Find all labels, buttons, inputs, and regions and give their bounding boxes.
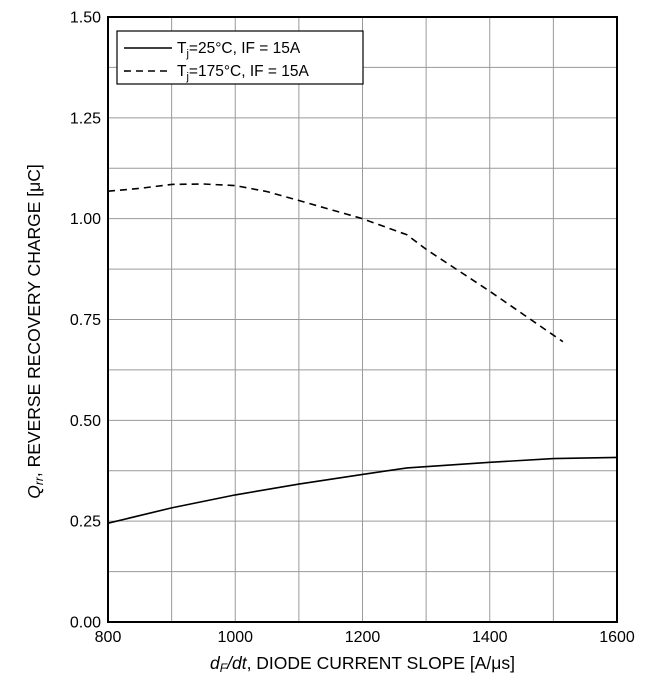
legend-box [116,30,364,85]
x-tick-label: 1000 [217,629,253,646]
legend-entry-25c: Tj=25°C, IF = 15A [177,40,301,60]
y-tick-label: 1.00 [70,211,101,228]
plot-frame [107,16,618,623]
y-tick-label: 0.25 [70,514,101,531]
x-tick-label: 800 [95,629,122,646]
y-tick-label: 0.00 [70,615,101,632]
y-tick-label: 1.50 [70,10,101,27]
series-line-solid [107,456,618,524]
y-axis-label: Qrr, REVERSE RECOVERY CHARGE [μC] [24,164,46,498]
x-tick-label: 1400 [472,629,508,646]
x-tick-label: 1600 [599,629,635,646]
y-tick-label: 0.50 [70,413,101,430]
tick-labels: 0.00 0.25 0.50 0.75 1.00 1.25 1.50 800 1000 1200 1… [70,10,635,647]
grid [107,16,618,623]
series-lines [107,183,618,524]
series-line-dashed [107,183,564,343]
y-tick-label: 0.75 [70,312,101,329]
x-tick-label: 1200 [345,629,381,646]
legend: Tj=25°C, IF = 15A Tj=175°C, IF = 15A [116,30,364,85]
legend-entry-175c: Tj=175°C, IF = 15A [177,63,310,83]
y-tick-label: 1.25 [70,110,101,127]
x-axis-label: dF/dt, DIODE CURRENT SLOPE [A/μs] [210,653,515,675]
